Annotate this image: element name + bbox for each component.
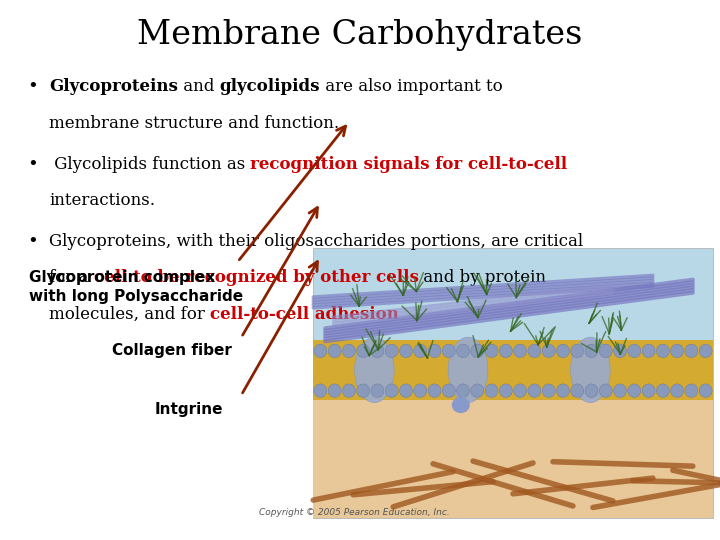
Ellipse shape [557,344,570,357]
Ellipse shape [599,344,612,357]
Ellipse shape [528,384,541,397]
Ellipse shape [528,344,541,357]
Ellipse shape [670,344,683,357]
Ellipse shape [585,344,598,357]
Ellipse shape [471,344,484,357]
Ellipse shape [414,344,427,357]
Ellipse shape [599,384,612,397]
Ellipse shape [371,384,384,397]
Ellipse shape [642,384,655,397]
Ellipse shape [657,384,670,397]
Ellipse shape [448,337,488,403]
Text: Glycolipids function as: Glycolipids function as [49,156,251,172]
Ellipse shape [355,337,395,403]
Text: cell to be recognized by other cells: cell to be recognized by other cells [94,269,418,286]
Ellipse shape [500,384,513,397]
Ellipse shape [542,384,555,397]
Text: Collagen fiber: Collagen fiber [112,343,231,358]
Ellipse shape [442,384,455,397]
Text: Glycoproteins, with their oligosaccharides portions, are critical: Glycoproteins, with their oligosaccharid… [49,233,583,249]
Text: and by protein: and by protein [418,269,546,286]
Text: for a: for a [49,269,94,286]
FancyBboxPatch shape [313,400,713,518]
Text: glycolipids: glycolipids [220,78,320,95]
Text: are also important to: are also important to [320,78,503,95]
Ellipse shape [400,344,413,357]
Ellipse shape [428,384,441,397]
Ellipse shape [557,384,570,397]
Ellipse shape [485,384,498,397]
Text: interactions.: interactions. [49,192,155,209]
Ellipse shape [456,384,469,397]
Text: •: • [27,233,38,251]
Ellipse shape [328,344,341,357]
Ellipse shape [513,384,526,397]
Ellipse shape [685,384,698,397]
Ellipse shape [542,344,555,357]
Ellipse shape [356,384,369,397]
Text: •: • [27,156,38,173]
Text: and: and [178,78,220,95]
Ellipse shape [314,384,327,397]
Ellipse shape [500,344,513,357]
Text: cell-to-cell adhesion: cell-to-cell adhesion [210,306,399,323]
Ellipse shape [670,384,683,397]
Ellipse shape [613,384,626,397]
Text: Membrane Carbohydrates: Membrane Carbohydrates [138,19,582,51]
Ellipse shape [571,344,584,357]
Ellipse shape [343,344,356,357]
Text: Glycoprotein complex
with long Polysaccharide: Glycoprotein complex with long Polysacch… [29,270,243,303]
Text: membrane structure and function.: membrane structure and function. [49,115,339,132]
Ellipse shape [685,344,698,357]
Ellipse shape [571,337,610,403]
Text: •: • [27,78,38,96]
Ellipse shape [356,344,369,357]
Ellipse shape [456,344,469,357]
Text: recognition signals for cell-to-cell: recognition signals for cell-to-cell [251,156,567,172]
Ellipse shape [699,344,712,357]
Ellipse shape [442,344,455,357]
Ellipse shape [628,344,641,357]
Ellipse shape [628,384,641,397]
FancyBboxPatch shape [313,340,713,400]
Ellipse shape [414,384,427,397]
Ellipse shape [471,384,484,397]
FancyBboxPatch shape [313,248,713,518]
Ellipse shape [699,384,712,397]
Ellipse shape [314,344,327,357]
Ellipse shape [657,344,670,357]
Ellipse shape [613,344,626,357]
Ellipse shape [571,384,584,397]
Ellipse shape [328,384,341,397]
Ellipse shape [485,344,498,357]
Text: molecules, and for: molecules, and for [49,306,210,323]
Ellipse shape [371,344,384,357]
Text: Intgrine: Intgrine [155,402,223,417]
Ellipse shape [428,344,441,357]
Text: Glycoproteins: Glycoproteins [49,78,178,95]
Ellipse shape [585,384,598,397]
Text: Copyright © 2005 Pearson Education, Inc.: Copyright © 2005 Pearson Education, Inc. [259,508,450,517]
Ellipse shape [400,384,413,397]
Ellipse shape [343,384,356,397]
Ellipse shape [385,344,398,357]
Ellipse shape [452,397,470,413]
Ellipse shape [642,344,655,357]
Ellipse shape [385,384,398,397]
Ellipse shape [513,344,526,357]
